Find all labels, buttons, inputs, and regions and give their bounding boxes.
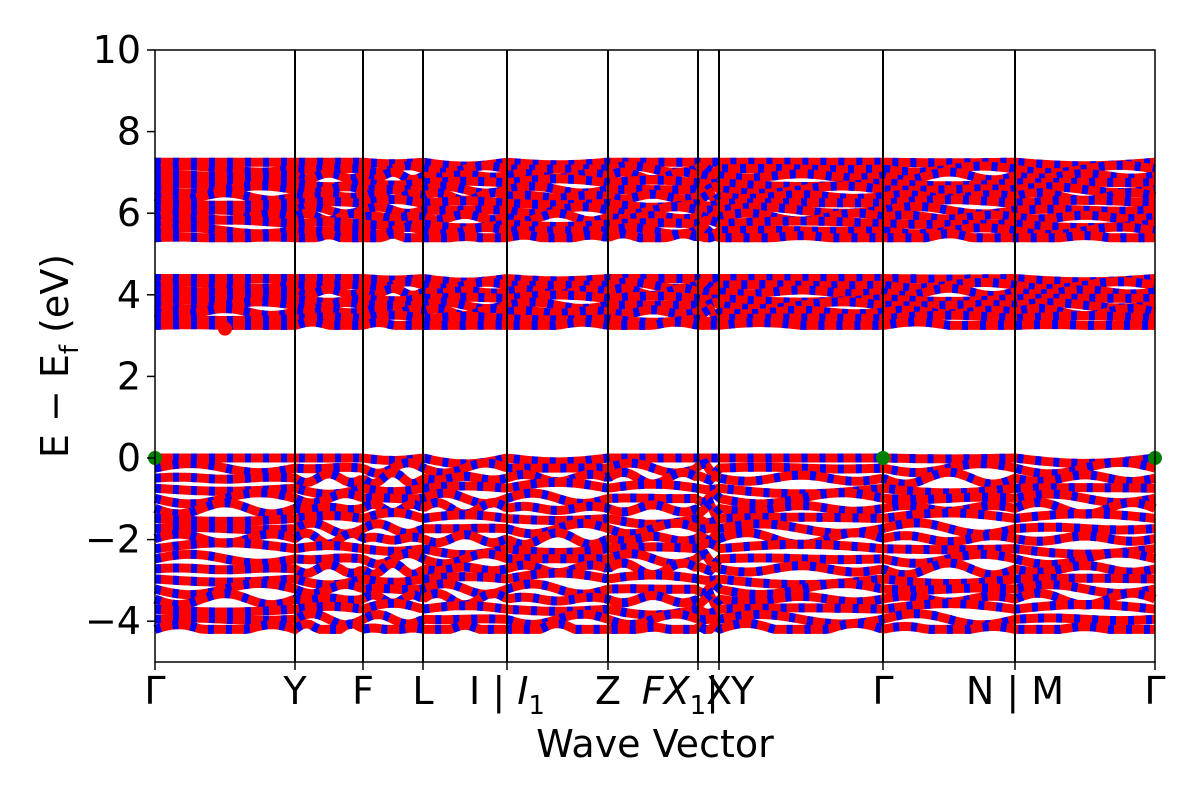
band-line-spin-down — [154, 548, 1157, 570]
x-tick-label: Y — [282, 669, 307, 713]
y-axis-label: E − Ef (eV) — [33, 254, 85, 458]
x-tick-label: I | I1 — [469, 669, 545, 721]
band-line-spin-up — [153, 618, 1155, 635]
y-tick-label: 4 — [117, 273, 141, 317]
x-tick-label: Γ — [144, 669, 165, 713]
band-line-spin-up — [153, 187, 1157, 207]
y-tick-label: 10 — [93, 28, 141, 72]
band-line-spin-up — [154, 317, 1155, 330]
band-line-spin-up — [154, 290, 1156, 307]
x-tick-label: Γ — [872, 669, 893, 713]
band-line-spin-up — [154, 277, 1156, 294]
x-axis-label: Wave Vector — [536, 722, 774, 766]
plot-frame — [154, 49, 1156, 663]
band-line-spin-down — [154, 229, 1155, 243]
band-lines — [153, 157, 1157, 635]
y-tick-label: −2 — [85, 518, 141, 562]
band-line-spin-up — [154, 201, 1156, 219]
x-tick-label: X — [706, 669, 732, 713]
x-tick-label: Z — [595, 669, 621, 713]
band-line-spin-up — [154, 467, 1156, 489]
y-tick-label: 6 — [117, 191, 141, 235]
band-line-spin-up — [154, 538, 1156, 560]
x-tick-label: N | M — [966, 669, 1064, 714]
band-line-spin-up — [154, 558, 1156, 580]
band-line-spin-up — [154, 310, 1156, 327]
band-line-spin-up — [154, 568, 1156, 590]
band-line-spin-up — [154, 508, 1156, 529]
band-line-spin-down — [153, 488, 1156, 509]
band-line-spin-up — [154, 229, 1155, 243]
band-line-spin-up — [154, 457, 1157, 479]
band-line-spin-up — [155, 453, 1156, 469]
high-symmetry-lines — [294, 50, 1016, 662]
x-tick-label: F — [352, 669, 374, 713]
cbm-marker — [218, 321, 232, 336]
y-tick-label: 8 — [117, 110, 141, 154]
band-line-spin-up — [154, 222, 1156, 240]
y-tick-label: −4 — [85, 599, 141, 643]
band-line-spin-up — [154, 174, 1156, 192]
y-tick-label: 0 — [117, 436, 141, 480]
extrema-markers — [148, 321, 1162, 465]
band-line-spin-up — [154, 195, 1156, 212]
vbm-marker — [876, 451, 890, 465]
band-line-spin-up — [154, 598, 1156, 620]
band-line-spin-up — [153, 528, 1156, 550]
band-line-spin-up — [154, 303, 1157, 322]
band-line-spin-down — [153, 578, 1156, 600]
y-tick-label: 2 — [117, 354, 141, 398]
band-line-spin-down — [153, 496, 1157, 523]
y-axis-ticks: −4 −2 0 2 4 6 8 10 — [85, 28, 155, 643]
band-line-spin-up — [154, 215, 1156, 233]
band-line-spin-up — [154, 208, 1156, 226]
x-tick-label: Γ — [1144, 669, 1165, 713]
x-tick-label: L — [412, 669, 433, 713]
band-line-spin-down — [153, 587, 1157, 613]
band-line-spin-up — [154, 477, 1155, 499]
band-line-spin-up — [154, 160, 1156, 178]
x-tick-label: FX1| Y — [642, 669, 755, 721]
